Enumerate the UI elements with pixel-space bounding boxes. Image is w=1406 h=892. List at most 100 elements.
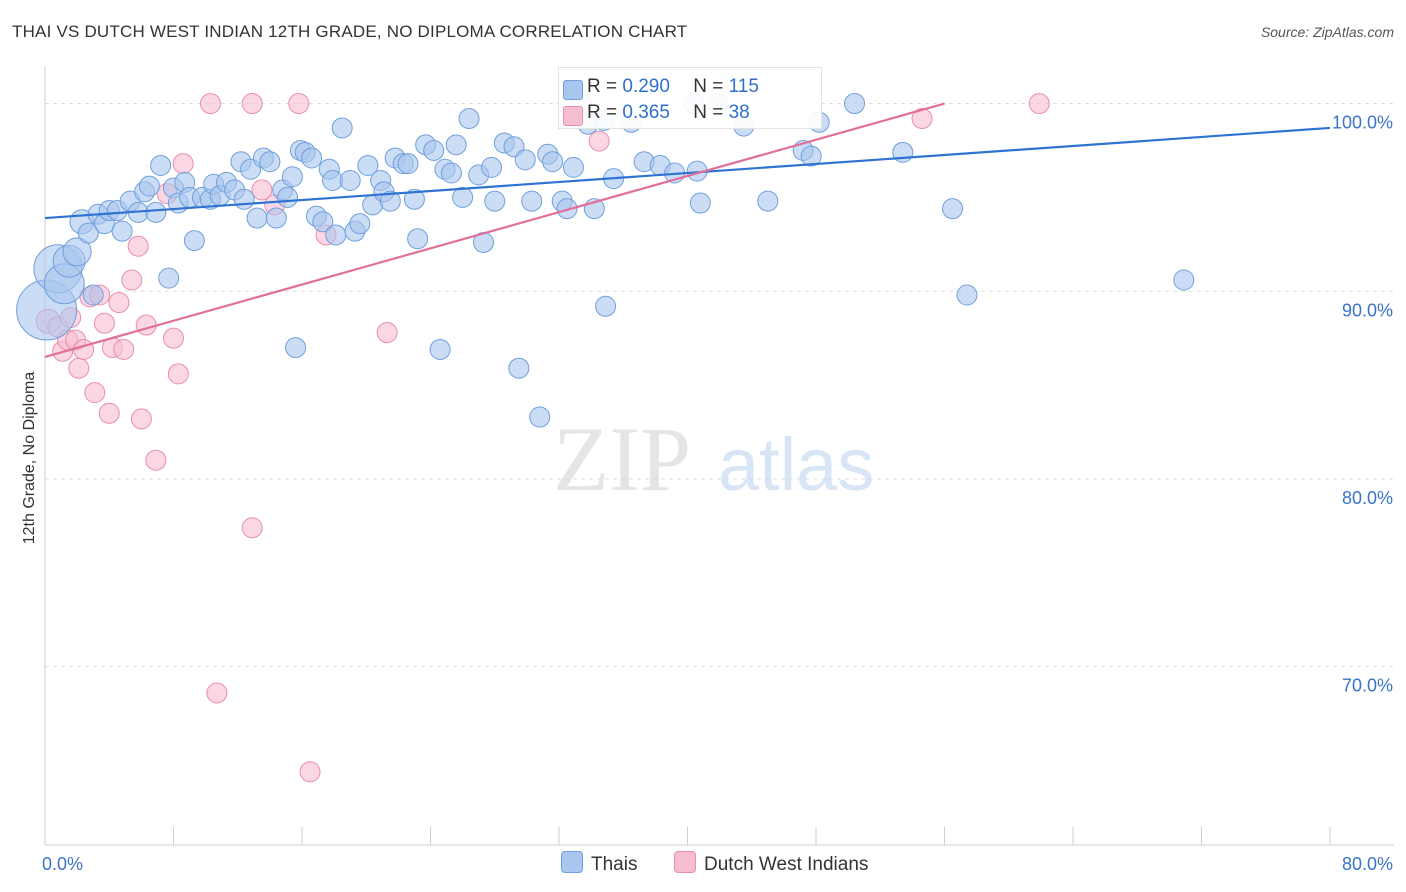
y-tick-label: 70.0%	[1342, 676, 1393, 696]
thai-point	[844, 93, 866, 115]
thai-point	[158, 267, 180, 289]
n-value-dutch-west-indians: 38	[728, 102, 750, 123]
watermark: ZIP atlas	[553, 408, 874, 510]
axes	[44, 66, 1394, 846]
dutch-west-indian-point	[68, 357, 90, 379]
dutch-west-indian-point	[1028, 93, 1050, 115]
thai-point	[265, 207, 287, 229]
dutch-west-indian-point	[113, 338, 135, 360]
y-tick-label: 80.0%	[1342, 488, 1393, 508]
thai-point	[423, 139, 445, 161]
y-tick-label: 90.0%	[1342, 300, 1393, 320]
dutch-west-indian-point	[98, 402, 120, 424]
tick-labels: 100.0% 90.0% 80.0% 70.0% 0.0% 80.0%	[42, 113, 1393, 874]
r-label: R =	[587, 76, 618, 97]
dutch-west-indian-point	[241, 517, 263, 539]
thai-point	[62, 237, 92, 267]
thai-point	[301, 147, 323, 169]
thai-point	[403, 188, 425, 210]
watermark-atlas: atlas	[718, 423, 874, 506]
dutch-west-indian-point	[135, 314, 157, 336]
dutch-west-indian-point	[108, 292, 130, 314]
chart-title: THAI VS DUTCH WEST INDIAN 12TH GRADE, NO…	[12, 22, 688, 41]
thai-point	[322, 170, 344, 192]
x-tick-label: 0.0%	[42, 854, 83, 874]
thai-point	[556, 198, 578, 220]
thai-point	[689, 192, 711, 214]
thai-point	[349, 213, 371, 235]
dutch-west-indian-point	[121, 269, 143, 291]
thai-point	[325, 224, 347, 246]
thai-point	[407, 228, 429, 250]
r-value-dutch-west-indians: 0.365	[622, 102, 670, 123]
n-label: N =	[693, 102, 724, 123]
thai-point	[82, 284, 104, 306]
dutch-west-indian-point	[93, 312, 115, 334]
dutch-west-indian-point	[199, 93, 221, 115]
thai-point	[458, 108, 480, 130]
stats-row-thais: R = 0.290 N = 115	[563, 76, 759, 102]
y-tick-label: 100.0%	[1332, 113, 1393, 133]
thai-point	[259, 151, 281, 173]
dutch-west-indian-point	[167, 363, 189, 385]
dutch-west-indian-point	[163, 327, 184, 349]
thai-point	[508, 357, 530, 379]
thai-point	[145, 201, 167, 223]
dutch-west-indian-point	[172, 153, 194, 175]
thai-point	[445, 134, 467, 156]
thai-point	[233, 188, 255, 210]
thai-point	[562, 156, 584, 178]
thai-point	[429, 338, 451, 360]
gridlines	[45, 103, 1394, 668]
watermark-zip: ZIP	[553, 408, 691, 510]
n-value-thais: 115	[728, 76, 759, 97]
thai-point	[757, 190, 779, 212]
thai-point	[956, 284, 978, 306]
legend-label-dutch-west-indians: Dutch West Indians	[704, 854, 869, 875]
thai-point	[111, 220, 133, 242]
legend-label-thais: Thais	[591, 854, 638, 875]
thai-point	[521, 190, 543, 212]
thai-point	[595, 295, 617, 317]
dutch-west-indian-point	[73, 338, 95, 360]
dutch-west-indian-point	[145, 449, 167, 471]
thai-point	[942, 198, 964, 220]
legend-item-thais[interactable]: Thais	[561, 851, 637, 877]
thai-point	[77, 222, 99, 244]
dutch-west-indians-swatch	[563, 106, 583, 126]
thai-point	[1173, 269, 1195, 291]
thai-point	[379, 190, 401, 212]
y-axis-title: 12th Grade, No Diploma	[21, 371, 38, 545]
thai-point	[183, 230, 205, 252]
dutch-west-indian-point	[288, 93, 310, 115]
dutch-west-indian-point	[588, 130, 610, 152]
thais-swatch	[563, 80, 583, 100]
thais-trend-line	[44, 126, 1331, 220]
thai-point	[529, 406, 551, 428]
thai-point	[150, 154, 172, 176]
thai-point	[277, 186, 299, 208]
source-label: Source: ZipAtlas.com	[1260, 24, 1394, 40]
thai-point	[281, 166, 303, 188]
dutch-west-indians-legend-swatch	[674, 851, 696, 873]
thai-point	[357, 154, 379, 176]
trend-lines	[44, 102, 1331, 359]
dutch-west-indian-point	[130, 408, 152, 430]
thai-point	[481, 156, 503, 178]
thai-point	[138, 175, 160, 197]
stats-row-dutch-west-indians: R = 0.365 N = 38	[563, 102, 750, 128]
dutch-west-indian-point	[127, 235, 149, 257]
stats-legend: R = 0.290 N = 115 R = 0.365 N = 38	[558, 67, 822, 129]
thai-point	[246, 207, 268, 229]
n-label: N =	[693, 76, 724, 97]
dutch-west-indian-point	[376, 322, 398, 344]
thai-point	[542, 151, 564, 173]
r-label: R =	[587, 102, 618, 123]
thai-point	[514, 149, 536, 171]
thai-point	[285, 337, 307, 359]
legend-item-dutch-west-indians[interactable]: Dutch West Indians	[674, 851, 868, 877]
dutch-west-indian-point	[911, 108, 933, 130]
thai-point	[312, 211, 334, 233]
thai-point	[452, 186, 474, 208]
